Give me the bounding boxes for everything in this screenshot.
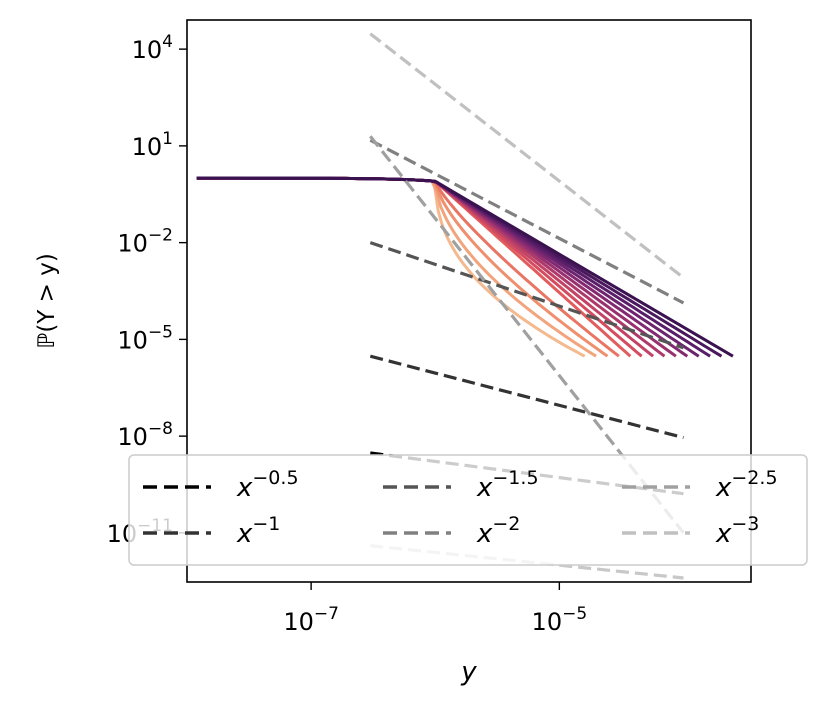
empirical-curve [196,176,734,358]
legend-label: x−0.5 [236,467,299,503]
reference-line [369,138,685,305]
plot-frame [186,19,752,583]
legend-label: x−2.5 [715,467,778,503]
legend-label: x−3 [715,513,759,549]
x-axis-label: y [460,657,477,687]
reference-line [369,241,685,350]
reference-line [369,32,685,280]
x-tick-label: 10−7 [283,604,339,636]
legend-label: x−2 [476,513,520,549]
empirical-curve [196,176,723,358]
legend-box [128,454,808,566]
legend-entry: x−2.5 [622,467,778,503]
legend-entry: x−0.5 [143,467,299,503]
legend-entry: x−1.5 [383,467,539,503]
y-tick-label: 10−5 [117,322,173,354]
x-axis: 10−7 10−5 [283,582,587,636]
legend-entry: x−3 [622,513,759,549]
legend-label: x−1 [236,513,280,549]
legend-entry: x−1 [143,513,280,549]
y-tick-label: 10−8 [117,419,173,451]
empirical-curve [196,176,586,358]
legend-label: x−1.5 [476,467,539,503]
y-tick-label: 10−2 [117,226,173,258]
empirical-curves [196,176,734,358]
legend-entry: x−2 [383,513,520,549]
empirical-curve [196,176,666,358]
y-tick-label: 101 [132,129,173,161]
legend: x−0.5 x−1 x−1.5 x−2 x−2.5 x−3 [128,454,808,566]
x-tick-label: 10−5 [532,604,588,636]
reference-line [369,354,684,440]
y-tick-label: 104 [132,32,173,64]
y-axis-label: ℙ(Y > y) [34,253,60,349]
